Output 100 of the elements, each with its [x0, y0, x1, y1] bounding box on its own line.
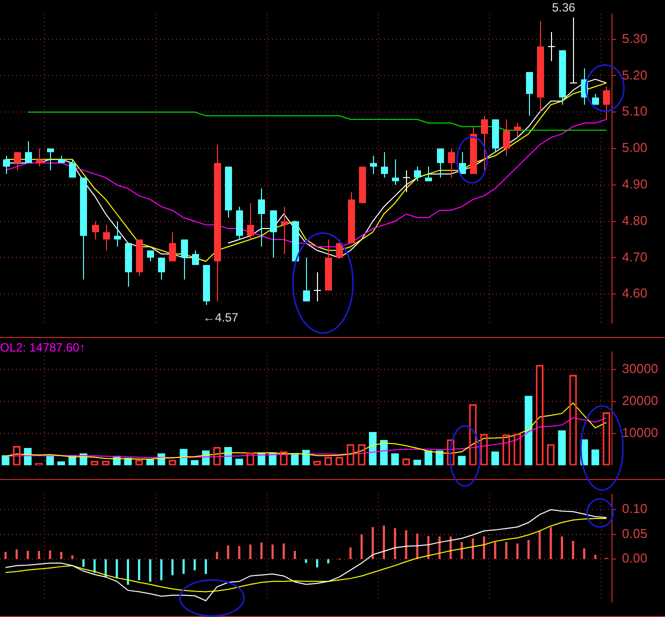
bar: [424, 450, 432, 466]
bar: [2, 455, 10, 466]
bar: [538, 530, 541, 559]
bar: [394, 528, 396, 559]
bar: [216, 552, 218, 559]
bar: [282, 543, 285, 559]
bar: [583, 548, 586, 559]
bar: [327, 559, 330, 564]
bar: [16, 549, 18, 559]
candlestick: [402, 170, 410, 193]
candlestick: [370, 155, 377, 174]
candlestick: [414, 166, 421, 182]
y-tick-label: 0.05: [622, 526, 648, 541]
bar: [591, 450, 600, 466]
bar: [160, 559, 162, 580]
bar: [560, 536, 564, 559]
bar: [382, 526, 385, 559]
y-tick-label: 5.20: [622, 67, 648, 82]
bar: [505, 542, 508, 559]
candlestick: [114, 220, 121, 248]
y-tick-label: 5.30: [622, 30, 648, 46]
candlestick: [526, 72, 533, 116]
candlestick: [425, 166, 432, 182]
candlestick: [47, 148, 54, 171]
bar: [304, 559, 308, 563]
bar: [194, 559, 196, 570]
bar: [190, 460, 199, 466]
bar: [594, 554, 596, 559]
y-tick-label: 4.80: [622, 212, 648, 228]
y-tick-label: 4.60: [622, 286, 648, 301]
candlestick: [437, 148, 444, 178]
bar: [60, 552, 62, 559]
y-tick-label: 10000: [622, 424, 658, 440]
y-tick-label: 0.10: [622, 501, 648, 516]
bar: [413, 460, 422, 466]
bar: [368, 432, 377, 466]
bar: [558, 430, 566, 466]
bar: [235, 458, 244, 466]
bar: [138, 559, 140, 580]
candlestick: [548, 32, 556, 62]
bar: [405, 530, 408, 559]
candlestick: [503, 118, 510, 156]
bar: [171, 559, 174, 576]
candlestick: [36, 148, 43, 168]
candlestick: [281, 206, 288, 255]
candlestick: [448, 148, 455, 178]
bar: [149, 559, 152, 582]
bar: [249, 544, 252, 559]
bar: [48, 550, 52, 559]
bar: [527, 540, 530, 559]
candlestick: [103, 224, 110, 251]
candlestick: [3, 155, 10, 174]
candlestick: [592, 93, 599, 106]
bar: [4, 552, 7, 559]
bar: [38, 550, 40, 559]
y-tick-label: 5.10: [622, 104, 648, 119]
candlestick: [192, 250, 199, 266]
candlestick: [158, 257, 165, 280]
annotation: 5.36: [552, 0, 576, 14]
candlestick: [14, 152, 21, 171]
y-tick-label: 0.00: [622, 550, 648, 566]
candlestick: [314, 272, 322, 302]
bar: [272, 544, 274, 559]
bar: [204, 559, 207, 574]
bar: [516, 543, 518, 559]
bar: [524, 396, 532, 466]
candlestick: [459, 152, 466, 174]
bar: [436, 450, 444, 466]
bar: [26, 550, 29, 559]
bar: [146, 459, 154, 466]
bar: [46, 456, 54, 466]
bar: [494, 542, 496, 559]
candlestick: [336, 238, 343, 258]
y-tick-label: 30000: [622, 360, 658, 376]
bar: [391, 453, 399, 466]
annotation: ←4.57: [203, 310, 239, 324]
candlestick: [169, 232, 176, 262]
bar: [572, 540, 574, 559]
bar: [491, 451, 499, 466]
candlestick: [514, 122, 521, 138]
candlestick: [25, 140, 32, 164]
bar: [460, 542, 463, 559]
candlestick: [69, 158, 76, 178]
bar: [238, 546, 240, 559]
candlestick: [381, 152, 388, 178]
candlestick: [247, 202, 254, 240]
candlestick: [258, 188, 265, 248]
bar: [227, 545, 230, 559]
bar: [458, 456, 466, 466]
y-tick-label: 20000: [622, 392, 658, 408]
bar: [71, 555, 74, 559]
bar: [260, 542, 263, 559]
candlestick: [181, 238, 188, 280]
bar: [294, 550, 296, 559]
candlestick: [481, 115, 488, 171]
y-tick-label: 5.00: [622, 140, 648, 156]
bar: [550, 527, 552, 559]
annotation: OL2: 14787.60↑: [0, 340, 86, 354]
candlestick: [303, 257, 310, 302]
candlestick: [603, 86, 610, 120]
